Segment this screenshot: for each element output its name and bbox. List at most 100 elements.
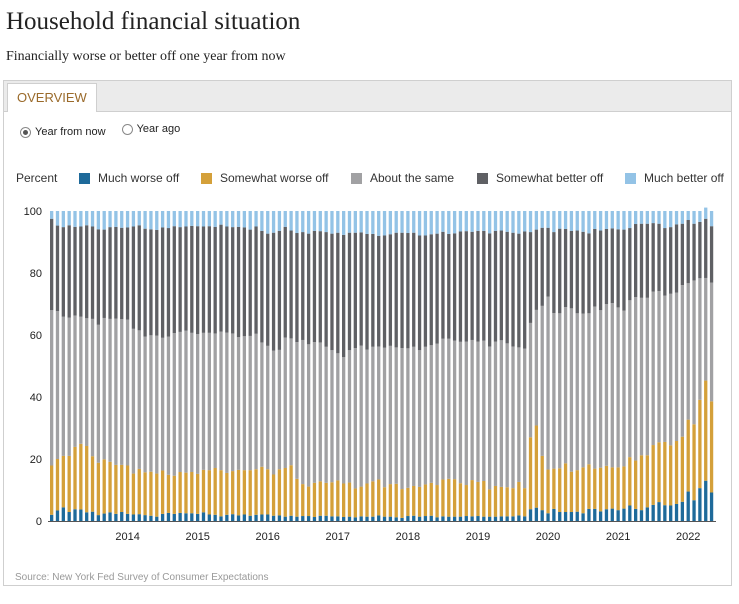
- bar-segment: [505, 211, 509, 232]
- bar-segment: [283, 211, 287, 227]
- bar-segment: [277, 349, 282, 470]
- page-subtitle: Financially worse or better off one year…: [6, 49, 286, 64]
- bar-segment: [511, 211, 515, 233]
- bar-segment: [558, 313, 562, 469]
- bar-segment: [277, 515, 282, 521]
- bar-segment: [610, 303, 614, 468]
- bar-segment: [137, 468, 141, 515]
- x-tick-label: 2015: [185, 531, 209, 543]
- bar-segment: [254, 211, 258, 227]
- bar-segment: [499, 230, 503, 341]
- bar-segment: [423, 346, 428, 485]
- bar-segment: [493, 485, 498, 517]
- bar-segment: [587, 211, 591, 234]
- bar-segment: [178, 211, 182, 228]
- bar-segment: [488, 516, 492, 521]
- bar-segment: [271, 211, 276, 233]
- bar-segment: [452, 340, 457, 480]
- legend-item-much-better[interactable]: Much better off: [625, 171, 724, 185]
- bar-segment: [225, 332, 229, 473]
- legend-label: About the same: [370, 171, 455, 185]
- bar-segment: [593, 508, 597, 521]
- bar-segment: [628, 457, 632, 506]
- bar-segment: [73, 315, 77, 447]
- bar-segment: [406, 211, 410, 234]
- bar-segment: [505, 343, 509, 488]
- legend-item-about-same[interactable]: About the same: [351, 171, 454, 185]
- bar-segment: [125, 211, 130, 228]
- bar-segment: [342, 211, 346, 235]
- bar-segment: [108, 461, 112, 513]
- x-tick-label: 2017: [326, 531, 350, 543]
- bar-segment: [371, 211, 375, 234]
- bar-segment: [190, 513, 194, 521]
- legend-item-somewhat-worse[interactable]: Somewhat worse off: [201, 171, 329, 185]
- bar-segment: [219, 224, 223, 332]
- bar-segment: [67, 225, 71, 318]
- bar-segment: [628, 211, 632, 229]
- bar-segment: [266, 469, 270, 515]
- bar-segment: [236, 337, 241, 470]
- bar-segment: [429, 211, 433, 235]
- bar-segment: [178, 472, 182, 513]
- bar-segment: [598, 310, 603, 468]
- radio-year-from-now[interactable]: Year from now: [20, 126, 106, 138]
- bar-segment: [528, 322, 533, 438]
- bar-segment: [330, 211, 334, 234]
- bar-segment: [155, 473, 159, 517]
- bar-segment: [55, 211, 60, 226]
- bar-segment: [324, 515, 328, 521]
- bar-segment: [67, 512, 71, 521]
- bar-segment: [90, 211, 95, 227]
- bar-segment: [540, 455, 544, 511]
- bar-segment: [260, 466, 264, 515]
- bar-segment: [254, 333, 258, 470]
- x-tick-label: 2014: [115, 531, 139, 543]
- legend-item-much-worse[interactable]: Much worse off: [79, 171, 179, 185]
- bar-segment: [79, 316, 83, 444]
- bar-segment: [271, 232, 276, 351]
- bar-segment: [663, 441, 667, 506]
- bar-segment: [505, 231, 509, 344]
- bar-segment: [312, 211, 317, 231]
- bar-segment: [441, 211, 445, 232]
- bar-segment: [563, 228, 568, 308]
- bar-segment: [686, 219, 690, 284]
- bar-segment: [166, 336, 171, 475]
- bar-segment: [400, 232, 404, 349]
- bar-segment: [634, 508, 638, 521]
- bar-segment: [102, 459, 106, 514]
- bar-segment: [248, 515, 252, 521]
- bar-segment: [569, 308, 574, 472]
- y-tick-label: 80: [30, 268, 42, 280]
- bar-segment: [470, 211, 474, 232]
- bar-segment: [201, 211, 206, 227]
- bar-segment: [318, 515, 322, 521]
- legend-swatch: [79, 172, 90, 184]
- bar-segment: [120, 227, 124, 320]
- bar-segment: [73, 446, 77, 510]
- bar-segment: [266, 514, 270, 521]
- bar-segment: [377, 515, 381, 521]
- bar-segment: [55, 311, 60, 459]
- bar-segment: [400, 489, 404, 518]
- bar-segment: [517, 211, 521, 234]
- bar-segment: [435, 233, 439, 344]
- bar-segment: [137, 330, 141, 469]
- bar-segment: [353, 517, 357, 521]
- bar-segment: [102, 229, 106, 318]
- bar-segment: [207, 211, 211, 227]
- bar-segment: [143, 336, 147, 473]
- bar-segment: [301, 516, 305, 521]
- bar-segment: [435, 211, 439, 234]
- bar-segment: [67, 317, 71, 456]
- legend-item-somewhat-better[interactable]: Somewhat better off: [477, 171, 603, 185]
- bar-segment: [266, 233, 270, 346]
- bar-segment: [201, 469, 206, 513]
- bar-segment: [406, 233, 410, 349]
- tab-overview[interactable]: OVERVIEW: [7, 83, 97, 112]
- bar-segment: [96, 324, 101, 463]
- bar-segment: [318, 342, 322, 482]
- radio-year-ago[interactable]: Year ago: [121, 123, 180, 135]
- bar-segment: [242, 336, 247, 471]
